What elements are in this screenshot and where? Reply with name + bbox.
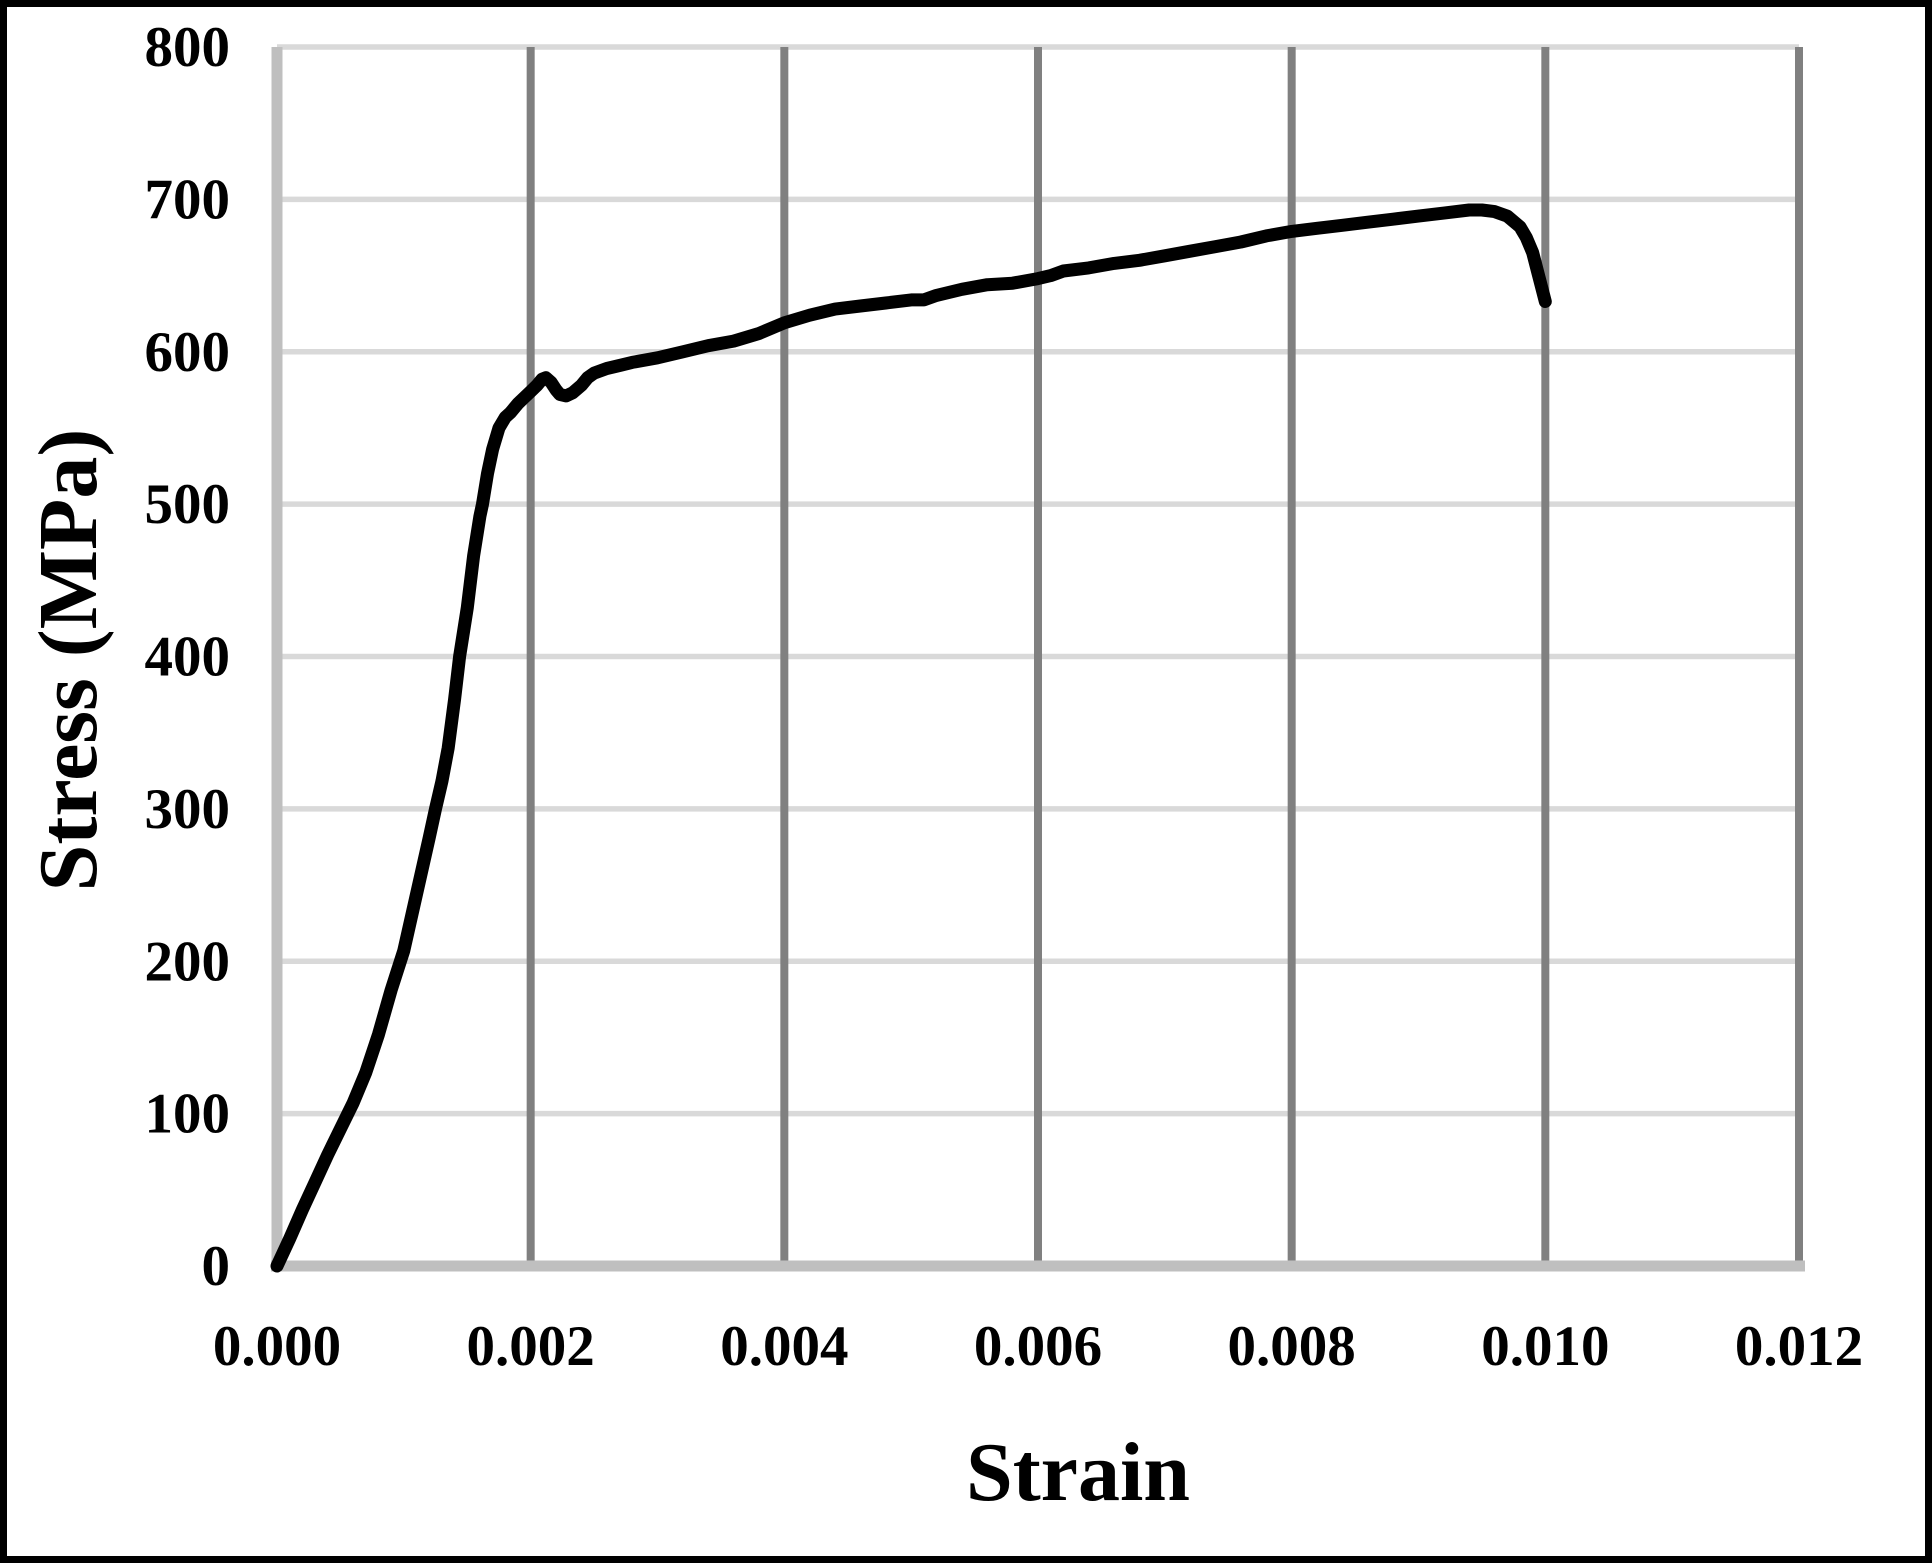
y-axis-title: Stress (MPa) [22,429,115,892]
y-tick-label: 700 [145,168,231,231]
axis-lines [271,47,1805,1272]
x-tick-label: 0.010 [1481,1315,1609,1378]
x-tick-label: 0.008 [1228,1315,1356,1378]
x-tick-labels: 0.000 0.002 0.004 0.006 0.008 0.010 0.012 [213,1315,1863,1378]
x-tick-label: 0.000 [213,1315,341,1378]
x-tick-label: 0.006 [974,1315,1102,1378]
y-tick-label: 200 [145,930,231,993]
x-tick-label: 0.002 [467,1315,595,1378]
y-tick-label: 500 [145,473,231,536]
y-tick-label: 800 [145,16,231,79]
stress-strain-curve [270,203,1552,1273]
y-tick-label: 0 [202,1235,231,1298]
x-axis-title: Strain [966,1426,1190,1519]
y-tick-label: 300 [145,778,231,841]
x-tick-label: 0.012 [1735,1315,1863,1378]
y-tick-labels: 0 100 200 300 400 500 600 700 800 [145,16,231,1298]
vertical-gridlines [526,47,1803,1266]
y-tick-label: 600 [145,321,231,384]
y-tick-label: 400 [145,626,231,689]
y-tick-label: 100 [145,1083,231,1146]
x-tick-label: 0.004 [720,1315,848,1378]
